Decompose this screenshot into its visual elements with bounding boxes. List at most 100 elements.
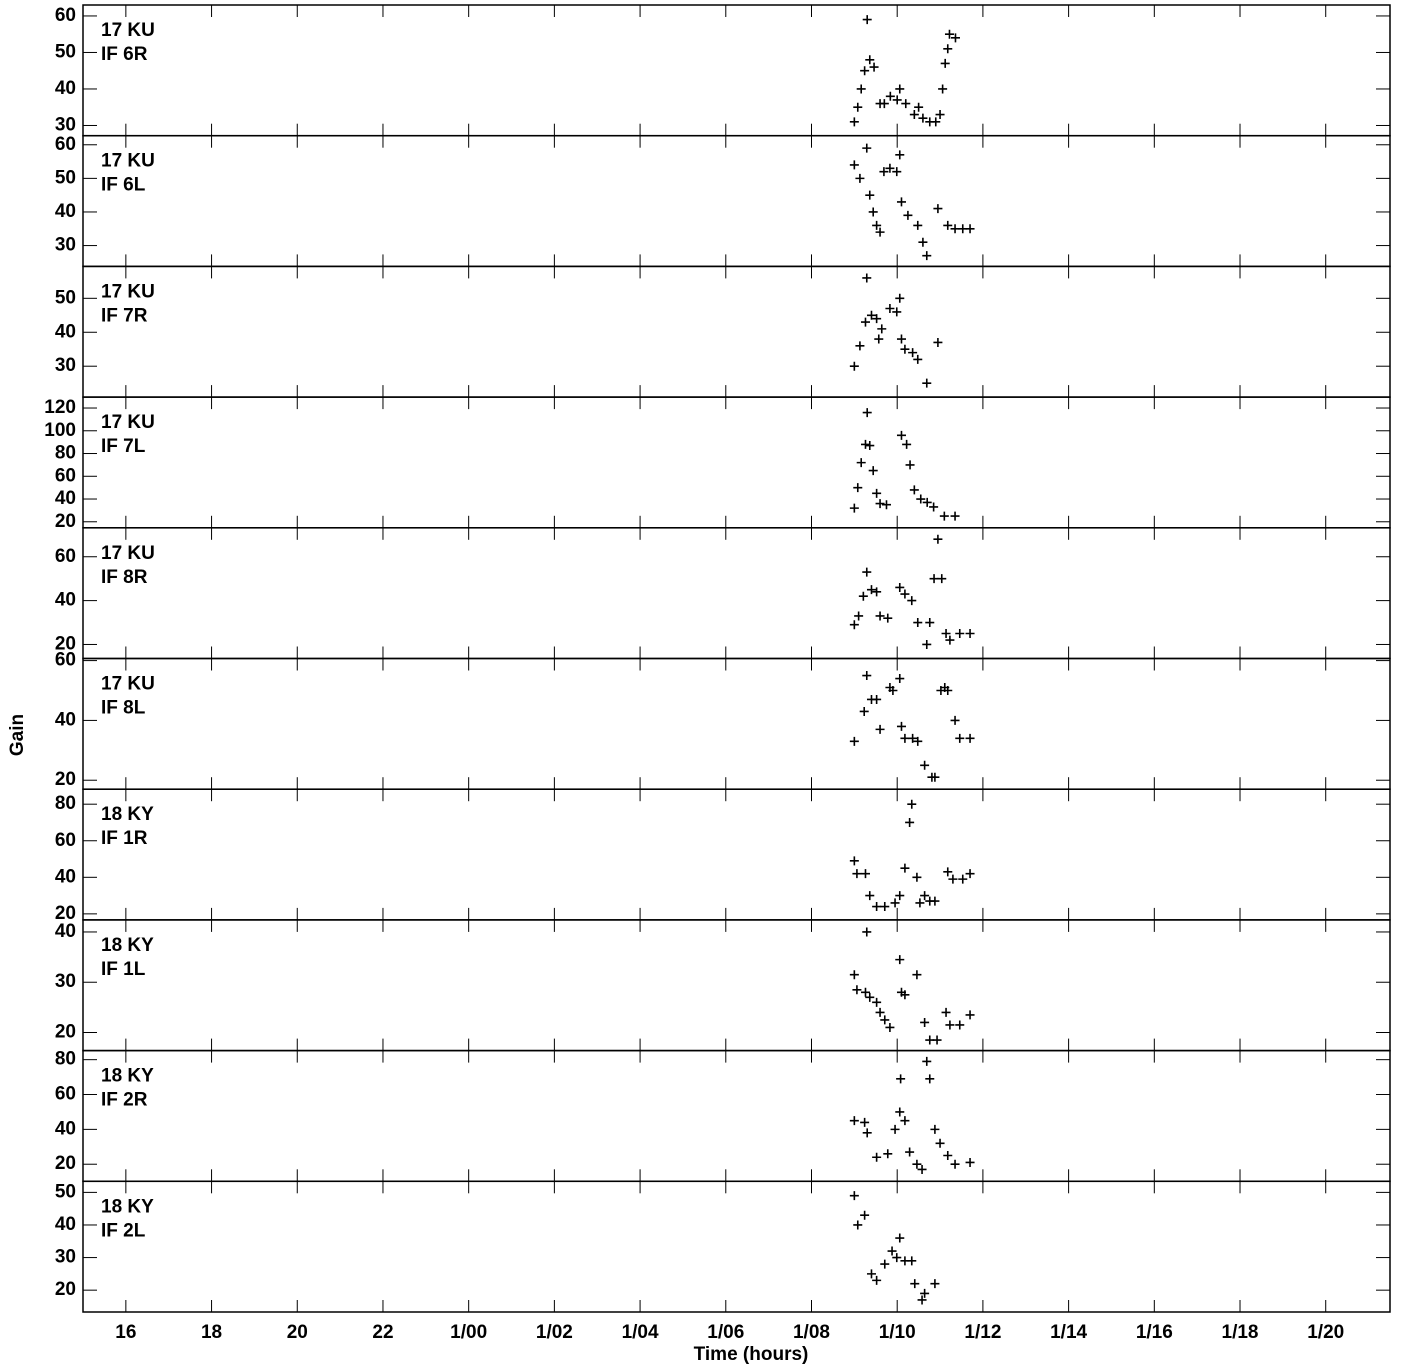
data-point <box>900 344 910 354</box>
data-point <box>965 224 975 234</box>
y-tick-label: 40 <box>55 488 76 509</box>
data-point <box>865 190 875 200</box>
data-point <box>852 985 862 995</box>
y-tick-label: 30 <box>55 355 76 376</box>
panel-label: IF 8L <box>101 698 146 719</box>
data-point <box>874 334 884 344</box>
data-point <box>943 44 953 54</box>
x-axis-label: Time (hours) <box>694 1344 809 1365</box>
data-point <box>849 1191 859 1201</box>
panel-label: IF 2L <box>101 1220 146 1241</box>
data-point <box>922 1056 932 1066</box>
data-point <box>875 227 885 237</box>
data-point <box>914 102 924 112</box>
data-point <box>853 1220 863 1230</box>
y-tick-label: 60 <box>55 465 76 486</box>
panel-label: IF 7R <box>101 305 148 326</box>
data-point <box>849 361 859 371</box>
data-point <box>865 55 875 65</box>
data-point <box>879 167 889 177</box>
data-point <box>922 378 932 388</box>
x-tick-label: 1/14 <box>1050 1322 1087 1343</box>
data-point <box>866 1269 876 1279</box>
data-point <box>945 635 955 645</box>
data-point <box>912 872 922 882</box>
y-tick-label: 30 <box>55 114 76 135</box>
data-point <box>872 1152 882 1162</box>
data-point <box>865 441 875 451</box>
data-point <box>958 874 968 884</box>
data-point <box>885 163 895 173</box>
data-point <box>885 1022 895 1032</box>
data-point <box>896 1074 906 1084</box>
data-point <box>890 1124 900 1134</box>
panel-label: 17 KU <box>101 674 155 695</box>
data-point <box>872 220 882 230</box>
data-point <box>900 863 910 873</box>
data-point <box>895 582 905 592</box>
data-point <box>909 485 919 495</box>
data-point <box>875 611 885 621</box>
data-point <box>920 891 930 901</box>
y-tick-label: 40 <box>55 78 76 99</box>
y-tick-label: 40 <box>55 1214 76 1235</box>
data-point <box>895 891 905 901</box>
data-point <box>892 95 902 105</box>
data-point <box>885 91 895 101</box>
panel-frame <box>82 919 1391 1052</box>
y-tick-label: 20 <box>55 1279 76 1300</box>
data-point <box>872 997 882 1007</box>
data-point <box>922 639 932 649</box>
data-point <box>856 458 866 468</box>
data-point <box>858 591 868 601</box>
data-point <box>955 733 965 743</box>
data-point <box>941 629 951 638</box>
y-tick-label: 20 <box>55 1022 76 1043</box>
x-tick-label: 1/04 <box>622 1322 659 1343</box>
data-point <box>943 686 953 696</box>
data-point <box>965 869 975 879</box>
panel-label: 18 KY <box>101 1066 154 1087</box>
x-tick-label: 1/10 <box>879 1322 916 1343</box>
data-point <box>872 314 882 324</box>
data-point <box>930 896 940 906</box>
data-point <box>875 1007 885 1017</box>
y-tick-label: 30 <box>55 1247 76 1268</box>
y-tick-label: 80 <box>55 793 76 814</box>
data-point <box>907 596 917 606</box>
data-point <box>895 84 905 94</box>
data-point <box>849 503 859 513</box>
panel-frame <box>82 1180 1391 1313</box>
data-point <box>900 733 910 743</box>
y-tick-label: 60 <box>55 650 76 671</box>
data-point <box>862 927 872 937</box>
y-tick-label: 30 <box>55 971 76 992</box>
data-point <box>849 160 859 170</box>
data-point <box>932 1035 942 1045</box>
data-point <box>849 1116 859 1126</box>
y-tick-label: 100 <box>44 420 76 441</box>
y-tick-label: 20 <box>55 1153 76 1174</box>
panel-label: 18 KY <box>101 804 154 825</box>
data-point <box>940 58 950 68</box>
data-point <box>849 970 859 980</box>
x-tick-label: 20 <box>287 1322 308 1343</box>
x-tick-label: 22 <box>372 1322 393 1343</box>
y-tick-label: 60 <box>55 1084 76 1105</box>
data-point <box>860 439 870 449</box>
y-tick-label: 20 <box>55 903 76 924</box>
data-point <box>895 1107 905 1117</box>
x-tick-label: 18 <box>201 1322 222 1343</box>
data-point <box>941 1007 951 1017</box>
y-tick-label: 40 <box>55 866 76 887</box>
data-point <box>888 686 898 696</box>
x-tick-label: 1/00 <box>450 1322 487 1343</box>
data-point <box>929 574 939 584</box>
data-point <box>862 671 872 681</box>
panel-frame <box>82 134 1391 268</box>
data-point <box>943 1151 953 1161</box>
data-point <box>883 1149 893 1159</box>
y-tick-label: 60 <box>55 546 76 567</box>
panel-label: IF 7L <box>101 436 146 457</box>
